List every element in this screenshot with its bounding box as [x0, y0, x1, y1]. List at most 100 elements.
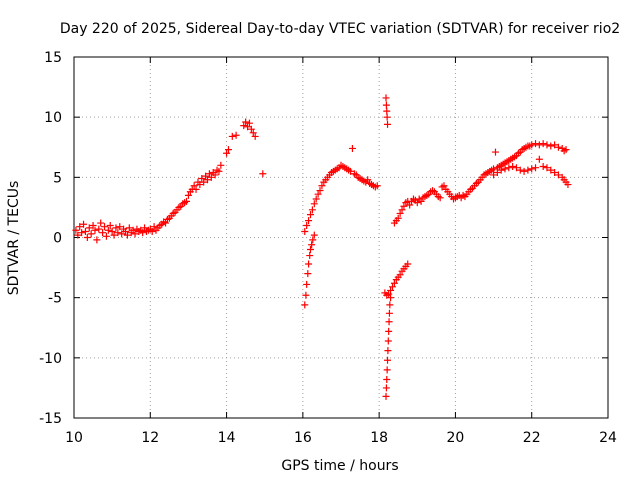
data-point — [404, 260, 412, 268]
data-point — [543, 164, 551, 172]
data-point — [304, 270, 312, 278]
data-point — [562, 146, 570, 154]
data-point — [554, 171, 562, 179]
data-point — [118, 230, 126, 238]
y-tick-label: -10 — [39, 351, 62, 367]
data-point — [223, 149, 231, 157]
data-point — [385, 318, 393, 326]
data-point — [373, 182, 381, 190]
data-point — [83, 234, 91, 241]
data-point — [89, 221, 97, 229]
data-point — [308, 206, 316, 214]
data-point — [112, 224, 120, 232]
data-point — [232, 131, 240, 139]
y-tick-label: 0 — [53, 231, 62, 247]
data-point — [387, 294, 395, 302]
data-point — [131, 230, 139, 238]
data-point — [382, 94, 390, 102]
data-point — [384, 356, 392, 364]
x-tick-label: 10 — [65, 430, 83, 446]
data-point — [493, 169, 501, 177]
data-point — [162, 219, 170, 227]
data-point — [204, 176, 211, 184]
data-point — [97, 219, 105, 227]
data-point — [301, 301, 309, 309]
x-axis-title: GPS time / hours — [281, 458, 398, 474]
data-point — [528, 165, 536, 173]
data-point — [306, 246, 314, 254]
data-point — [249, 129, 257, 137]
data-point — [78, 229, 86, 237]
x-tick-label: 24 — [599, 430, 617, 446]
y-tick-label: -5 — [48, 291, 62, 307]
data-point — [384, 120, 392, 128]
x-tick-label: 18 — [370, 430, 388, 446]
data-point — [318, 182, 326, 190]
data-point — [396, 271, 404, 279]
x-tick-label: 16 — [294, 430, 312, 446]
data-point — [501, 165, 509, 173]
series-segment-3-mid — [490, 155, 572, 189]
data-point — [104, 226, 112, 234]
data-point — [547, 142, 555, 150]
data-point — [198, 175, 206, 183]
series-segment-1 — [72, 118, 267, 244]
data-point — [121, 227, 129, 235]
data-point — [148, 227, 156, 235]
data-point — [535, 141, 543, 149]
data-point — [251, 132, 259, 140]
data-point — [387, 286, 395, 294]
data-point — [244, 123, 252, 131]
data-points — [72, 94, 572, 400]
data-point — [129, 226, 137, 234]
data-point — [509, 163, 517, 171]
x-tick-label: 22 — [523, 430, 541, 446]
data-point — [72, 226, 80, 234]
data-point — [564, 181, 572, 189]
data-point — [394, 214, 402, 222]
x-tick-label: 20 — [447, 430, 465, 446]
data-point — [101, 223, 109, 231]
data-point — [383, 113, 391, 121]
grid — [74, 57, 608, 418]
data-point — [551, 169, 559, 177]
data-point — [141, 224, 149, 232]
data-point — [139, 229, 147, 237]
data-point — [202, 172, 210, 180]
data-point — [417, 197, 425, 205]
data-point — [309, 236, 317, 244]
data-point — [384, 347, 392, 355]
y-axis: -15 -10 -5 0 5 10 15 — [39, 50, 608, 427]
data-point — [491, 148, 499, 156]
data-point — [497, 166, 505, 174]
data-point — [93, 236, 101, 244]
data-point — [303, 221, 311, 229]
y-tick-label: -15 — [39, 411, 62, 427]
data-point — [532, 164, 540, 172]
data-point — [547, 166, 555, 174]
data-point — [207, 173, 215, 181]
data-point — [306, 211, 314, 219]
data-point — [512, 164, 520, 172]
data-point — [80, 220, 88, 228]
series-segment-3-spike — [382, 94, 395, 400]
data-point — [348, 144, 356, 152]
data-point — [102, 232, 110, 240]
data-point — [388, 283, 396, 291]
data-point — [384, 337, 392, 345]
data-point — [215, 167, 223, 175]
data-point — [306, 252, 314, 260]
data-point — [383, 107, 391, 115]
data-point — [184, 191, 192, 199]
series-segment-2-upper — [301, 144, 381, 235]
series-segment-3-upper — [390, 140, 570, 227]
data-point — [535, 155, 543, 163]
data-point — [383, 366, 391, 374]
data-point — [396, 209, 404, 217]
data-point — [114, 229, 122, 237]
data-point — [310, 200, 318, 208]
data-point — [516, 166, 524, 174]
data-point — [200, 178, 208, 186]
y-tick-label: 5 — [53, 170, 62, 186]
data-point — [301, 227, 309, 235]
